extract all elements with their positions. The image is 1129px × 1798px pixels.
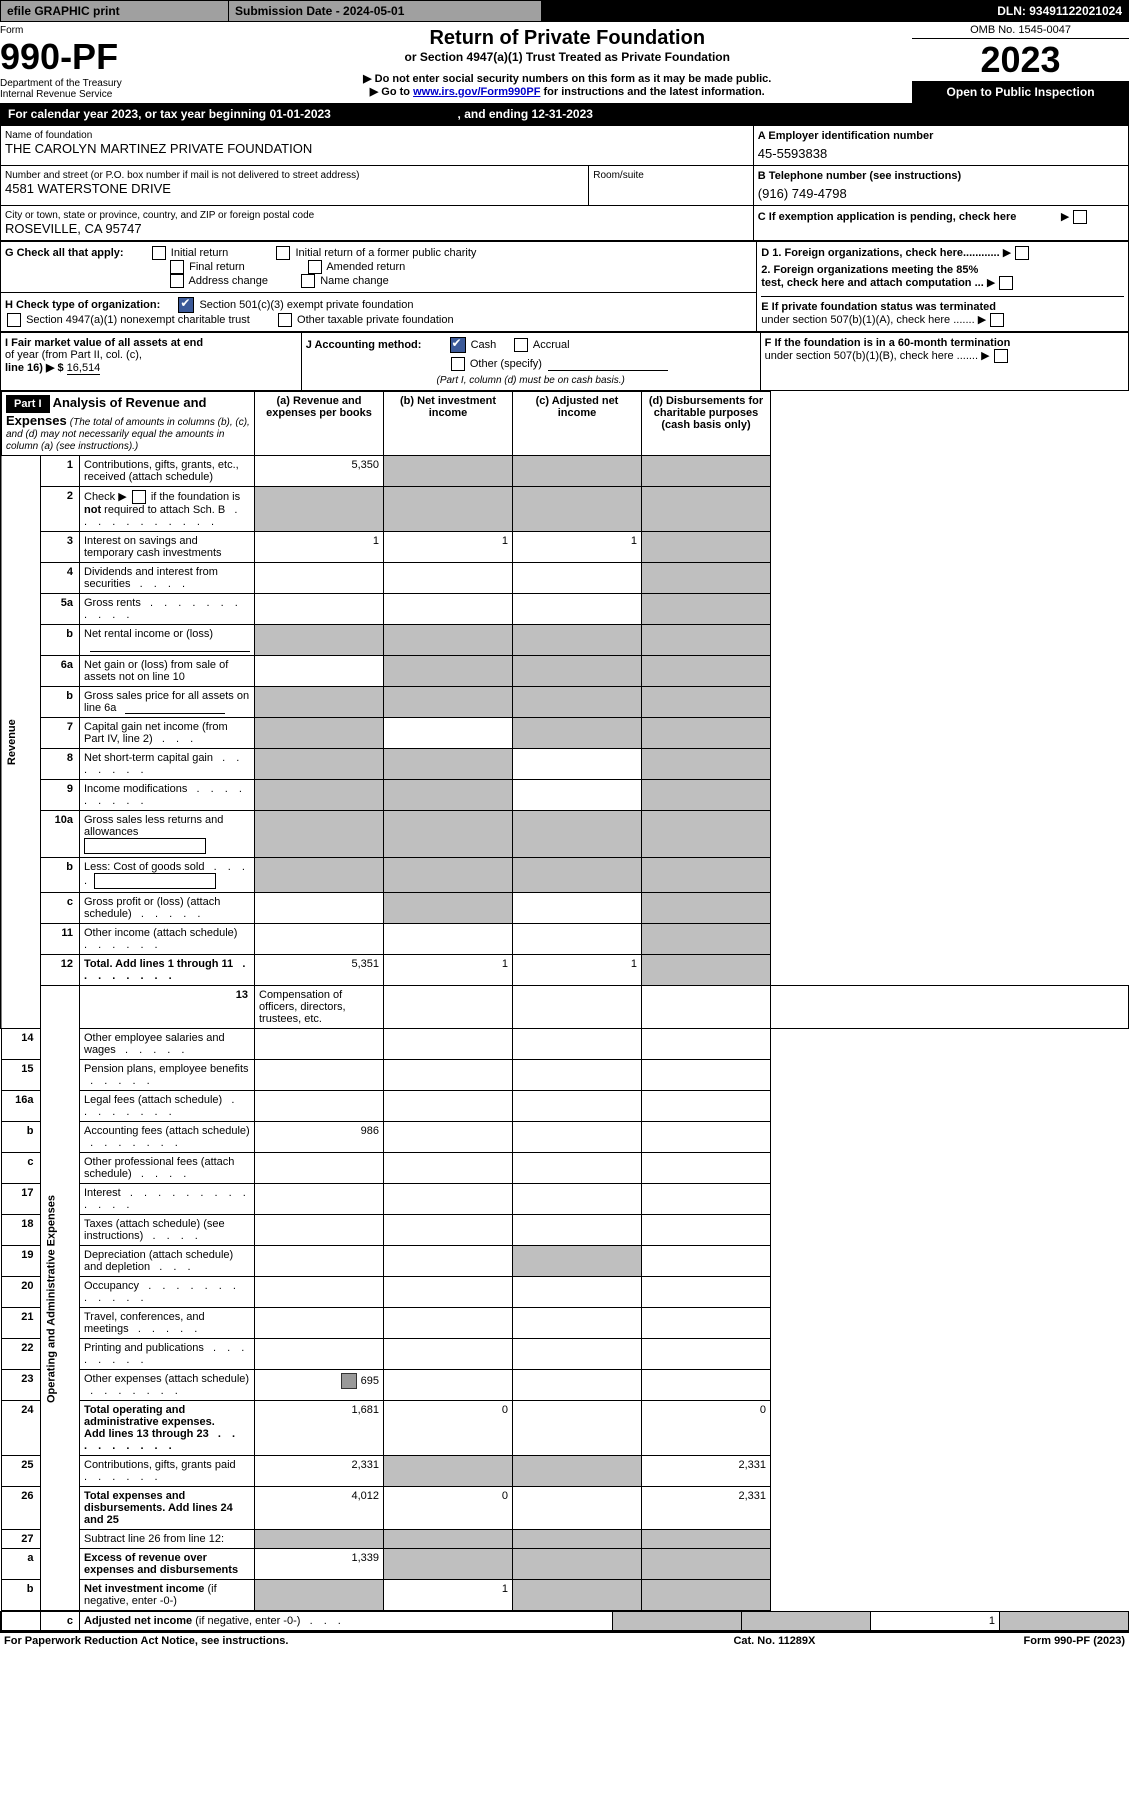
f-checkbox[interactable] (994, 349, 1008, 363)
city: ROSEVILLE, CA 95747 (5, 221, 749, 236)
part1-label: Part I (6, 395, 50, 413)
irs: Internal Revenue Service (0, 89, 222, 100)
phone-label: B Telephone number (see instructions) (758, 170, 1124, 182)
section-i-j-f: I Fair market value of all assets at end… (0, 332, 1129, 391)
e-checkbox[interactable] (990, 313, 1004, 327)
g-label: G Check all that apply: (5, 247, 124, 259)
fmv: 16,514 (67, 362, 101, 375)
dln: DLN: 93491122021024 (542, 1, 1129, 22)
g-amended-cb[interactable] (308, 260, 322, 274)
h-4947-cb[interactable] (7, 313, 21, 327)
form-title: Return of Private Foundation (222, 27, 912, 50)
d1-checkbox[interactable] (1015, 246, 1029, 260)
form-subtitle: or Section 4947(a)(1) Trust Treated as P… (222, 50, 912, 64)
form990pf-link[interactable]: www.irs.gov/Form990PF (413, 86, 540, 98)
c-label: C If exemption application is pending, c… (758, 211, 1058, 223)
room-label: Room/suite (593, 170, 749, 181)
foundation-name: THE CAROLYN MARTINEZ PRIVATE FOUNDATION (5, 141, 749, 156)
open-to-public: Open to Public Inspection (912, 81, 1129, 103)
c-checkbox[interactable] (1073, 210, 1087, 224)
ein-label: A Employer identification number (758, 130, 1124, 142)
footer-left: For Paperwork Reduction Act Notice, see … (0, 1632, 671, 1649)
footer-mid: Cat. No. 11289X (671, 1632, 877, 1649)
phone: (916) 749-4798 (758, 186, 1124, 201)
tax-year: 2023 (912, 39, 1129, 81)
form-header: Form 990-PF Department of the Treasury I… (0, 22, 1129, 103)
ein: 45-5593838 (758, 146, 1124, 161)
attachment-icon[interactable] (341, 1373, 357, 1389)
header-note1: ▶ Do not enter social security numbers o… (222, 72, 912, 85)
side-revenue: Revenue (1, 456, 41, 1029)
calendar-row: For calendar year 2023, or tax year begi… (0, 103, 1129, 125)
page-footer: For Paperwork Reduction Act Notice, see … (0, 1631, 1129, 1649)
city-label: City or town, state or province, country… (5, 210, 749, 221)
footer-right: Form 990-PF (2023) (878, 1632, 1129, 1649)
address: 4581 WATERSTONE DRIVE (5, 181, 584, 196)
j-other-cb[interactable] (451, 357, 465, 371)
g-namechg-cb[interactable] (301, 274, 315, 288)
submission-date: Submission Date - 2024-05-01 (229, 1, 542, 22)
omb: OMB No. 1545-0047 (912, 22, 1129, 39)
form-word: Form (0, 25, 222, 36)
d2-checkbox[interactable] (999, 276, 1013, 290)
h-other-cb[interactable] (278, 313, 292, 327)
part1-table: Part I Analysis of Revenue and Expenses … (0, 391, 1129, 1611)
form-number: 990-PF (0, 36, 222, 78)
side-expenses: Operating and Administrative Expenses (41, 986, 80, 1611)
schB-checkbox[interactable] (132, 490, 146, 504)
h-501-cb[interactable] (178, 297, 194, 313)
g-initial-cb[interactable] (152, 246, 166, 260)
entity-meta: Name of foundation THE CAROLYN MARTINEZ … (0, 125, 1129, 241)
address-label: Number and street (or P.O. box number if… (5, 170, 584, 181)
h-label: H Check type of organization: (5, 299, 160, 311)
g-addrchg-cb[interactable] (170, 274, 184, 288)
section-g-d: G Check all that apply: Initial return I… (0, 241, 1129, 332)
top-bar: efile GRAPHIC print Submission Date - 20… (0, 0, 1129, 22)
g-initialpub-cb[interactable] (276, 246, 290, 260)
j-accrual-cb[interactable] (514, 338, 528, 352)
part1-last-row: c Adjusted net income (if negative, ente… (0, 1611, 1129, 1631)
dept: Department of the Treasury (0, 78, 222, 89)
g-final-cb[interactable] (170, 260, 184, 274)
header-note2: ▶ Go to www.irs.gov/Form990PF for instru… (222, 85, 912, 98)
j-cash-cb[interactable] (450, 337, 466, 353)
efile-label: efile GRAPHIC print (1, 1, 229, 22)
foundation-name-label: Name of foundation (5, 130, 749, 141)
